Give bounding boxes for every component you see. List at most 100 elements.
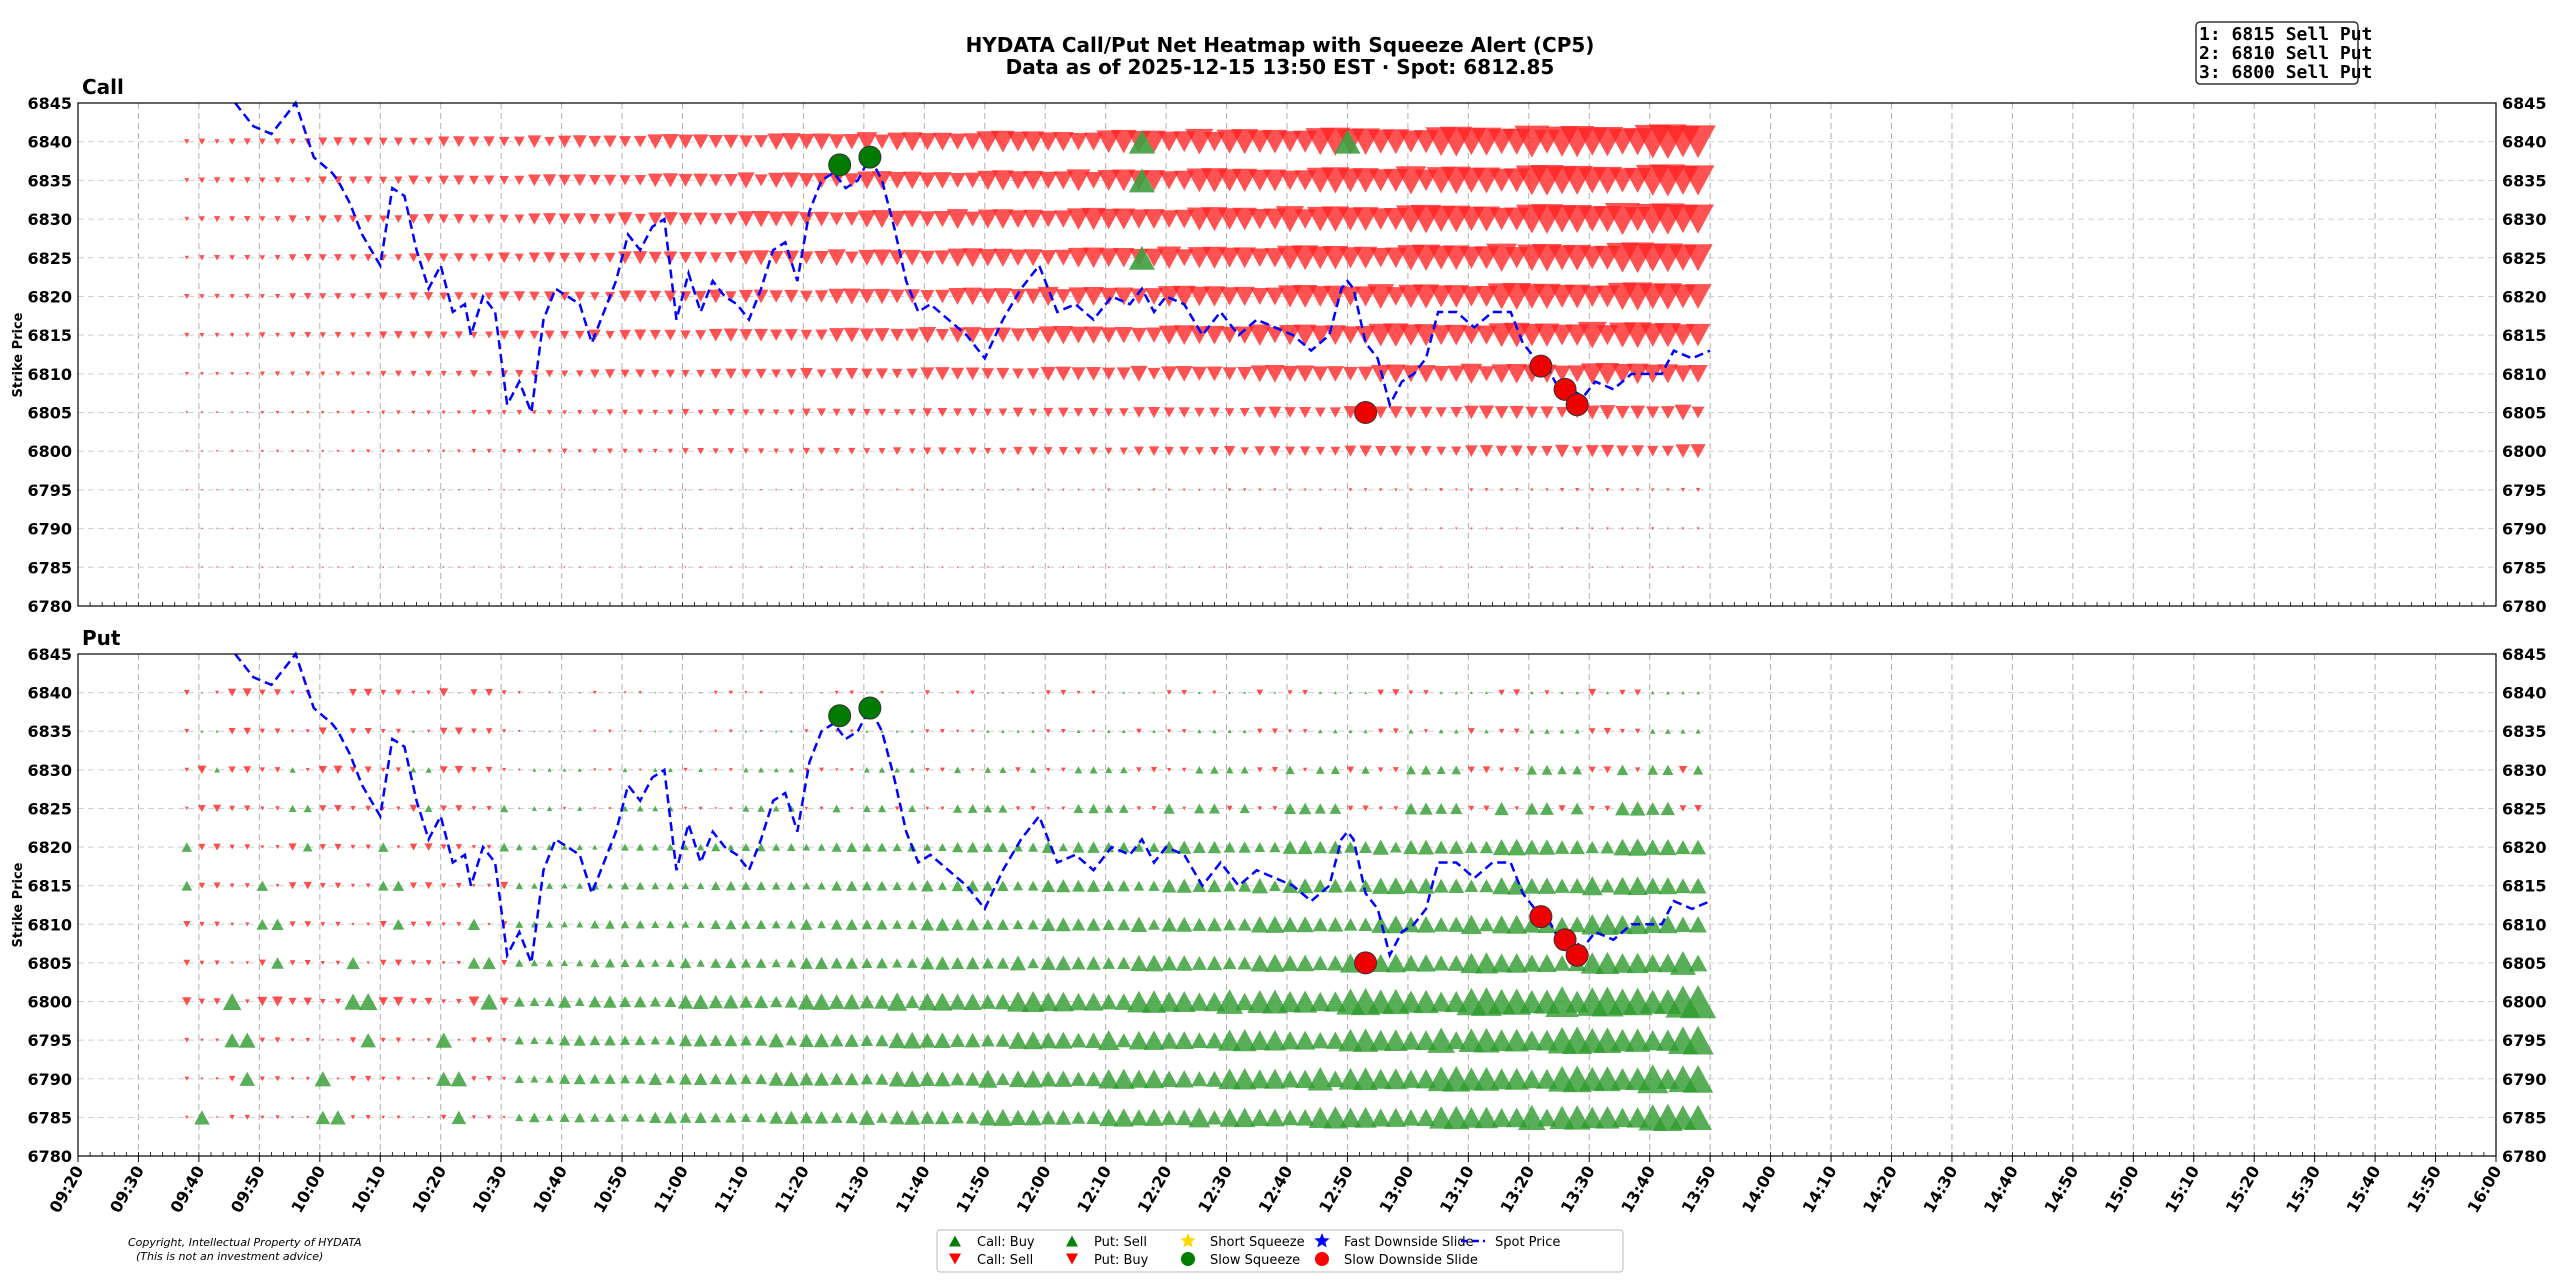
call-sell-marker (797, 133, 815, 150)
put-buy-marker (1558, 805, 1566, 812)
call-sell-marker (379, 331, 388, 339)
put-sell-marker (1086, 956, 1101, 970)
put-buy-marker (1045, 690, 1051, 696)
put-sell-marker (1116, 956, 1131, 970)
call-sell-marker (397, 527, 400, 530)
put-buy-marker (334, 882, 342, 889)
call-sell-marker (1025, 328, 1041, 343)
call-sell-marker (572, 135, 587, 149)
call-sell-marker (1043, 407, 1054, 418)
put-sell-marker (694, 1111, 707, 1124)
put-sell-marker (1580, 1106, 1604, 1129)
put-sell-marker (1363, 729, 1368, 734)
call-sell-marker (618, 290, 632, 303)
call-sell-marker (559, 252, 571, 263)
call-sell-marker (603, 174, 617, 187)
put-sell-marker (604, 958, 615, 968)
put-sell-marker (1040, 917, 1056, 931)
call-sell-marker (1029, 408, 1038, 417)
call-sell-marker (349, 332, 357, 338)
put-sell-marker (1679, 984, 1717, 1019)
put-buy-marker (1694, 804, 1702, 812)
put-buy-marker (439, 727, 448, 735)
put-buy-marker (306, 1115, 310, 1119)
call-sell-marker (457, 527, 460, 530)
call-sell-marker (532, 449, 537, 454)
put-sell-marker (590, 920, 600, 929)
chart-subtitle: Data as of 2025-12-15 13:50 EST · Spot: … (1006, 55, 1555, 79)
call-sell-marker (906, 368, 918, 380)
put-buy-marker (365, 805, 372, 812)
call-sell-marker (484, 292, 494, 301)
put-buy-marker (623, 691, 627, 694)
put-sell-marker (1689, 916, 1707, 933)
put-sell-marker (1273, 691, 1277, 694)
call-sell-marker (1104, 447, 1113, 455)
call-sell-marker (290, 410, 295, 415)
put-buy-marker (1620, 729, 1625, 734)
call-sell-marker (261, 489, 264, 491)
call-sell-marker (993, 288, 1012, 305)
put-sell-marker (1312, 955, 1329, 971)
put-sell-marker (1402, 1109, 1420, 1126)
xtick-label: 15:50 (2403, 1163, 2445, 1217)
call-sell-marker (394, 215, 403, 223)
call-sell-marker (905, 328, 920, 342)
put-sell-marker (514, 1035, 525, 1045)
call-sell-marker (782, 211, 800, 227)
put-sell-marker (577, 767, 582, 772)
put-sell-marker (1027, 957, 1039, 969)
put-buy-marker (456, 998, 462, 1005)
put-buy-marker (1467, 766, 1475, 774)
call-sell-marker (1264, 248, 1286, 268)
call-sell-marker (589, 213, 601, 225)
call-sell-marker (1250, 287, 1270, 305)
put-sell-marker (1143, 1030, 1165, 1050)
call-sell-marker (185, 566, 188, 569)
call-sell-marker (1104, 408, 1114, 417)
call-sell-marker (843, 327, 860, 343)
call-sell-marker (1008, 210, 1028, 228)
put-sell-marker (1158, 991, 1181, 1012)
xtick-label: 12:30 (1194, 1163, 1236, 1217)
call-sell-marker (784, 329, 798, 342)
call-sell-marker (533, 566, 536, 569)
put-sell-marker (315, 1110, 331, 1125)
put-buy-marker (411, 1038, 416, 1042)
call-sell-marker (1016, 488, 1020, 492)
call-sell-marker (336, 566, 339, 569)
put-buy-marker (303, 997, 313, 1006)
put-sell-marker (1129, 1069, 1149, 1088)
legend-item-call-buy: Call: Buy (949, 1235, 1035, 1250)
call-sell-marker (1530, 527, 1533, 530)
call-sell-marker (962, 248, 984, 268)
put-sell-marker (1192, 879, 1207, 892)
call-sell-marker (757, 409, 765, 416)
call-sell-marker (483, 214, 495, 224)
ytick-left-put: 6805 (27, 954, 72, 973)
put-sell-marker (1072, 841, 1085, 853)
put-sell-marker (1130, 1109, 1148, 1126)
call-sell-marker (321, 527, 324, 530)
call-sell-marker (857, 210, 877, 228)
call-sell-marker (321, 566, 324, 569)
put-sell-marker (907, 919, 918, 930)
call-sell-marker (871, 171, 893, 190)
call-sell-marker (880, 566, 883, 569)
put-sell-marker (1087, 841, 1100, 853)
put-sell-marker (724, 1072, 738, 1085)
call-sell-marker (1038, 132, 1059, 152)
put-buy-marker (593, 768, 597, 772)
call-sell-marker (333, 254, 342, 262)
put-sell-marker (1159, 1031, 1179, 1049)
ytick-right-call: 6820 (2502, 287, 2547, 306)
call-sell-marker (306, 449, 310, 453)
put-buy-marker (880, 691, 884, 695)
call-sell-marker (1567, 365, 1587, 383)
call-sell-marker (261, 566, 264, 569)
call-sell-marker (503, 527, 506, 530)
put-buy-marker (244, 844, 251, 850)
call-sell-marker (1630, 405, 1646, 420)
put-sell-marker (1436, 765, 1446, 775)
xtick-label: 14:10 (1799, 1163, 1841, 1217)
